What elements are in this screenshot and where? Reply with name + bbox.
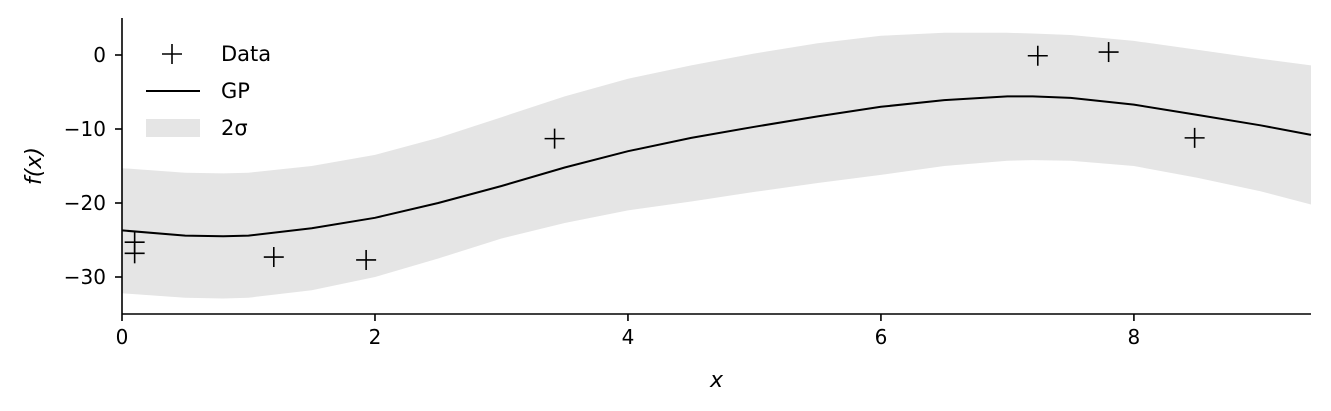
legend-item-band: 2σ	[146, 116, 248, 140]
data-points-layer	[124, 42, 1205, 270]
legend-item-line: GP	[146, 79, 250, 103]
y-tick-label: −20	[64, 191, 106, 215]
axes	[121, 18, 1311, 315]
confidence-band	[122, 32, 1311, 299]
legend: Data GP 2σ	[146, 42, 271, 140]
gp-mean-line	[121, 95, 1312, 238]
legend-label: 2σ	[221, 116, 248, 140]
x-tick-label: 8	[1128, 325, 1141, 349]
gp-mean-line-layer	[121, 95, 1312, 238]
x-tick-label: 0	[116, 325, 129, 349]
tick-marks: 0 2 4 6 8 0 −10 −20 −30	[64, 43, 1141, 349]
data-point	[356, 249, 377, 270]
data-point	[124, 243, 145, 264]
data-point	[263, 247, 284, 268]
y-tick-label: −30	[64, 265, 106, 289]
confidence-band-layer	[122, 32, 1311, 299]
data-point	[1184, 127, 1205, 148]
data-point	[1098, 42, 1119, 63]
x-axis-label: x	[709, 368, 724, 393]
x-tick-label: 6	[875, 325, 888, 349]
legend-band-swatch	[146, 119, 200, 137]
x-tick-label: 4	[622, 325, 635, 349]
x-tick-label: 2	[369, 325, 382, 349]
y-tick-label: 0	[93, 43, 106, 67]
data-point	[1027, 45, 1048, 66]
legend-item-marker: Data	[162, 42, 271, 66]
y-axis-label: f(x)	[22, 147, 47, 185]
legend-label: GP	[221, 79, 250, 103]
legend-label: Data	[221, 42, 271, 66]
data-point	[544, 128, 565, 149]
y-tick-label: −10	[64, 117, 106, 141]
